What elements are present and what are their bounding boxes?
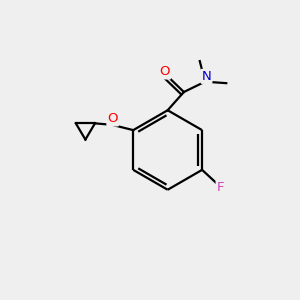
Text: O: O <box>160 65 170 79</box>
Text: N: N <box>202 70 212 83</box>
Text: F: F <box>217 181 224 194</box>
Text: O: O <box>107 112 118 125</box>
